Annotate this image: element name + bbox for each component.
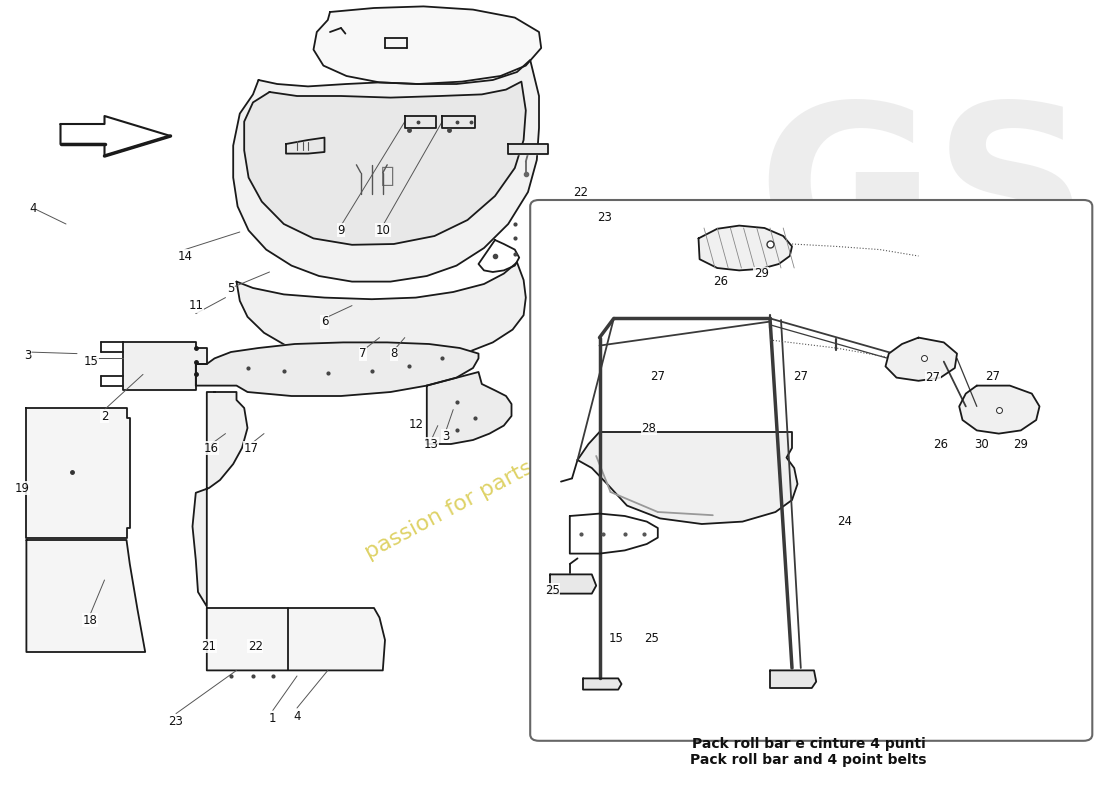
Text: 12: 12 (408, 418, 424, 430)
Text: 16: 16 (204, 442, 219, 454)
Polygon shape (233, 60, 539, 282)
Text: 22: 22 (573, 186, 588, 198)
Text: 24: 24 (837, 515, 852, 528)
Text: 5: 5 (228, 282, 234, 294)
Text: 15: 15 (608, 632, 624, 645)
Text: 14: 14 (177, 250, 192, 262)
Text: 22: 22 (248, 640, 263, 653)
Text: 27: 27 (650, 370, 666, 382)
Polygon shape (123, 342, 207, 390)
Text: passion for parts since 1985: passion for parts since 1985 (362, 397, 650, 563)
Polygon shape (770, 670, 816, 688)
Text: 25: 25 (644, 632, 659, 645)
Polygon shape (959, 386, 1040, 434)
Text: 23: 23 (168, 715, 184, 728)
Text: 27: 27 (925, 371, 940, 384)
Polygon shape (192, 392, 248, 606)
Polygon shape (314, 6, 541, 84)
Text: 8: 8 (390, 347, 397, 360)
Text: GS: GS (757, 95, 1089, 304)
Text: ⛱: ⛱ (381, 166, 394, 186)
Polygon shape (196, 342, 478, 396)
Text: 6: 6 (321, 315, 328, 328)
Text: 9: 9 (338, 224, 344, 237)
Polygon shape (583, 678, 621, 690)
Text: 19: 19 (14, 482, 30, 494)
Polygon shape (236, 262, 526, 363)
Text: 18: 18 (82, 614, 98, 626)
Text: Pack roll bar e cinture 4 punti: Pack roll bar e cinture 4 punti (692, 737, 925, 751)
Polygon shape (244, 82, 526, 245)
Text: 27: 27 (793, 370, 808, 382)
Text: 3: 3 (24, 350, 31, 362)
Text: 17: 17 (243, 442, 258, 454)
Polygon shape (60, 116, 170, 156)
Text: 21: 21 (201, 640, 217, 653)
Text: 26: 26 (933, 438, 948, 450)
Polygon shape (442, 116, 475, 128)
Polygon shape (286, 138, 324, 154)
Polygon shape (508, 144, 548, 154)
Text: 3: 3 (442, 430, 449, 442)
Polygon shape (26, 540, 145, 652)
Text: Pack roll bar and 4 point belts: Pack roll bar and 4 point belts (691, 753, 926, 767)
Polygon shape (550, 574, 596, 594)
Text: 4: 4 (30, 202, 36, 214)
Text: 10: 10 (375, 224, 390, 237)
Text: 30: 30 (974, 438, 989, 450)
Text: 7: 7 (360, 347, 366, 360)
Polygon shape (886, 338, 957, 381)
Text: 4: 4 (294, 710, 300, 722)
Polygon shape (698, 226, 792, 270)
Polygon shape (578, 432, 798, 524)
Text: 28: 28 (641, 422, 657, 434)
Text: 15: 15 (84, 355, 99, 368)
Polygon shape (427, 372, 512, 444)
Text: 11: 11 (188, 299, 204, 312)
Text: 29: 29 (754, 267, 769, 280)
Polygon shape (207, 608, 385, 670)
Polygon shape (405, 116, 436, 128)
Text: 29: 29 (1013, 438, 1028, 450)
Text: 2: 2 (101, 410, 108, 422)
Polygon shape (26, 408, 130, 538)
Text: 13: 13 (424, 438, 439, 450)
FancyBboxPatch shape (530, 200, 1092, 741)
Text: 27: 27 (984, 370, 1000, 382)
Text: 23: 23 (597, 211, 613, 224)
Text: 1: 1 (270, 712, 276, 725)
Text: 25: 25 (544, 584, 560, 597)
Text: 26: 26 (713, 275, 728, 288)
